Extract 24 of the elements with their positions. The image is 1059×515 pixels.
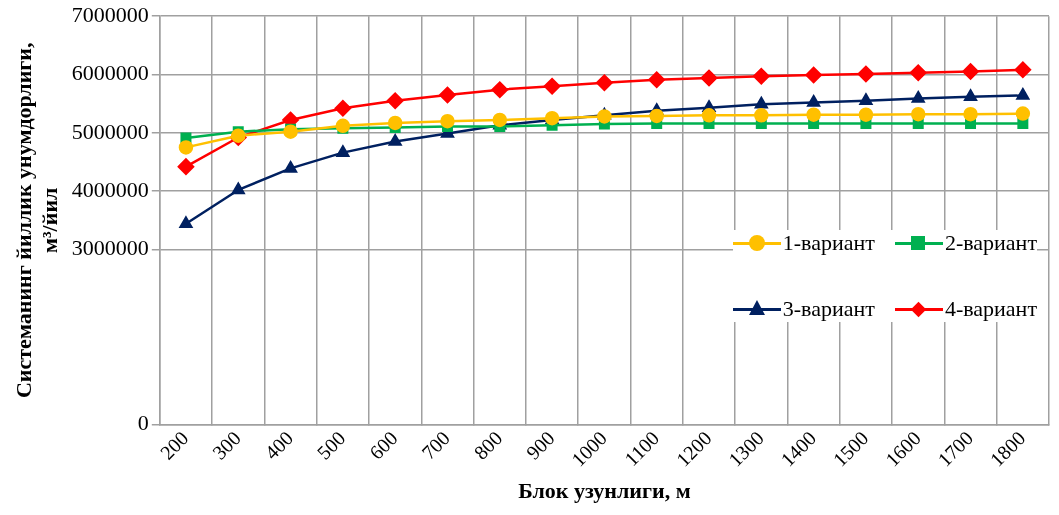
y-tick-label: 3000000	[71, 235, 149, 261]
x-tick-label: 900	[521, 426, 559, 464]
x-tick-label: 1100	[619, 426, 664, 471]
x-tick-label: 1300	[724, 426, 768, 471]
x-tick-label: 500	[312, 426, 350, 464]
x-tick-label: 1000	[567, 426, 611, 471]
y-tick-label: 0	[137, 410, 149, 436]
x-tick-label: 600	[364, 426, 402, 464]
y-tick-label: 6000000	[71, 60, 149, 86]
x-tick-label: 300	[208, 426, 245, 464]
x-tick-label: 700	[417, 426, 455, 464]
x-tick-label: 1600	[880, 426, 925, 471]
legend-label: 2-вариант	[944, 230, 1037, 257]
x-tick-label: 800	[469, 426, 507, 464]
y-axis-title: Системанинг йиллик унумдорлиги, м³/йил	[10, 42, 63, 399]
x-tick-label: 400	[260, 426, 298, 464]
legend-label: 1-вариант	[782, 230, 875, 257]
legend-label: 3-вариант	[782, 296, 875, 323]
legend-label: 4-вариант	[944, 296, 1037, 323]
y-tick-label: 5000000	[71, 118, 149, 144]
y-tick-label: 7000000	[71, 1, 149, 27]
y-tick-label: 4000000	[71, 176, 149, 202]
x-axis-title: Блок узунлиги, м	[518, 478, 691, 504]
x-tick-label: 200	[155, 426, 193, 464]
